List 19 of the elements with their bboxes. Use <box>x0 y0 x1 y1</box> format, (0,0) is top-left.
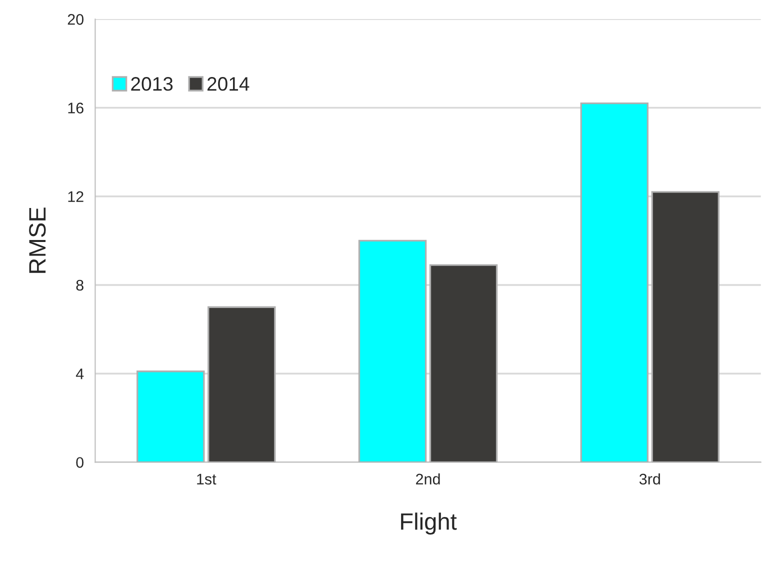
bar <box>208 306 276 462</box>
x-tick-label: 1st <box>197 474 216 485</box>
y-tick-label: 12 <box>68 191 84 202</box>
x-tick-label: 2nd <box>416 473 440 485</box>
bar <box>358 240 427 462</box>
y-tick-label: 8 <box>76 280 84 291</box>
y-axis-title: RMSE <box>29 208 46 273</box>
y-tick-label: 0 <box>76 457 84 468</box>
bar <box>136 370 205 462</box>
x-axis-title: Flight <box>401 512 457 535</box>
legend-label: 2013 <box>131 77 173 91</box>
x-tick-label: 3rd <box>639 473 660 485</box>
y-tick-label: 20 <box>68 14 84 25</box>
legend-label: 2014 <box>207 77 250 91</box>
bar <box>429 264 498 462</box>
bar <box>580 102 649 462</box>
y-tick-label: 16 <box>68 102 84 114</box>
bar <box>651 191 720 462</box>
y-tick-label: 4 <box>76 368 84 380</box>
